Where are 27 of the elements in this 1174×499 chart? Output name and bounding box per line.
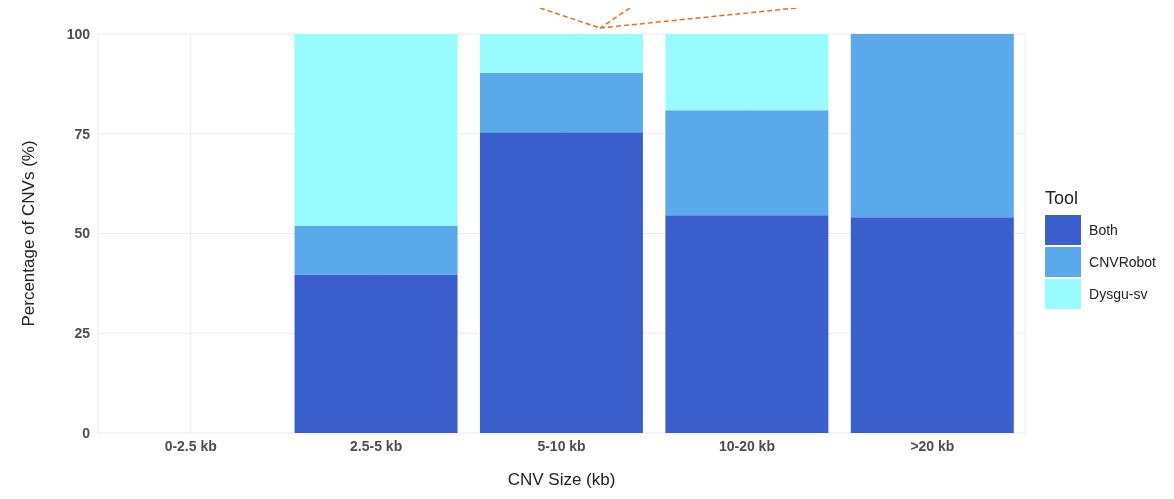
y-tick-label: 0 — [82, 424, 91, 441]
y-tick-label: 50 — [74, 225, 91, 242]
bar — [294, 274, 458, 433]
y-tick-label: 75 — [74, 125, 91, 142]
bar — [479, 34, 643, 73]
bar — [294, 34, 458, 226]
bar — [850, 34, 1014, 218]
x-tick-label: 5-10 kb — [537, 437, 586, 454]
y-tick-label: 25 — [74, 325, 91, 342]
bar — [665, 110, 829, 216]
x-tick-label: 10-20 kb — [718, 437, 775, 454]
bar — [850, 217, 1014, 433]
bar — [479, 72, 643, 133]
legend-label: CNVRobot — [1089, 254, 1156, 270]
bar — [665, 34, 829, 111]
x-tick-label: 0-2.5 kb — [164, 437, 217, 454]
x-tick-label: 2.5-5 kb — [350, 437, 403, 454]
y-axis-title: Percentage of CNVs (%) — [19, 140, 39, 327]
bar — [294, 225, 458, 275]
legend-title: Tool — [1045, 188, 1080, 209]
y-tick-label: 100 — [66, 25, 91, 42]
legend-label: Both — [1089, 222, 1118, 238]
x-tick-label: >20 kb — [910, 437, 955, 454]
bar — [665, 215, 829, 433]
legend-label: Dysgu-sv — [1089, 286, 1148, 302]
x-axis-title: CNV Size (kb) — [507, 470, 616, 489]
bar — [479, 132, 643, 433]
